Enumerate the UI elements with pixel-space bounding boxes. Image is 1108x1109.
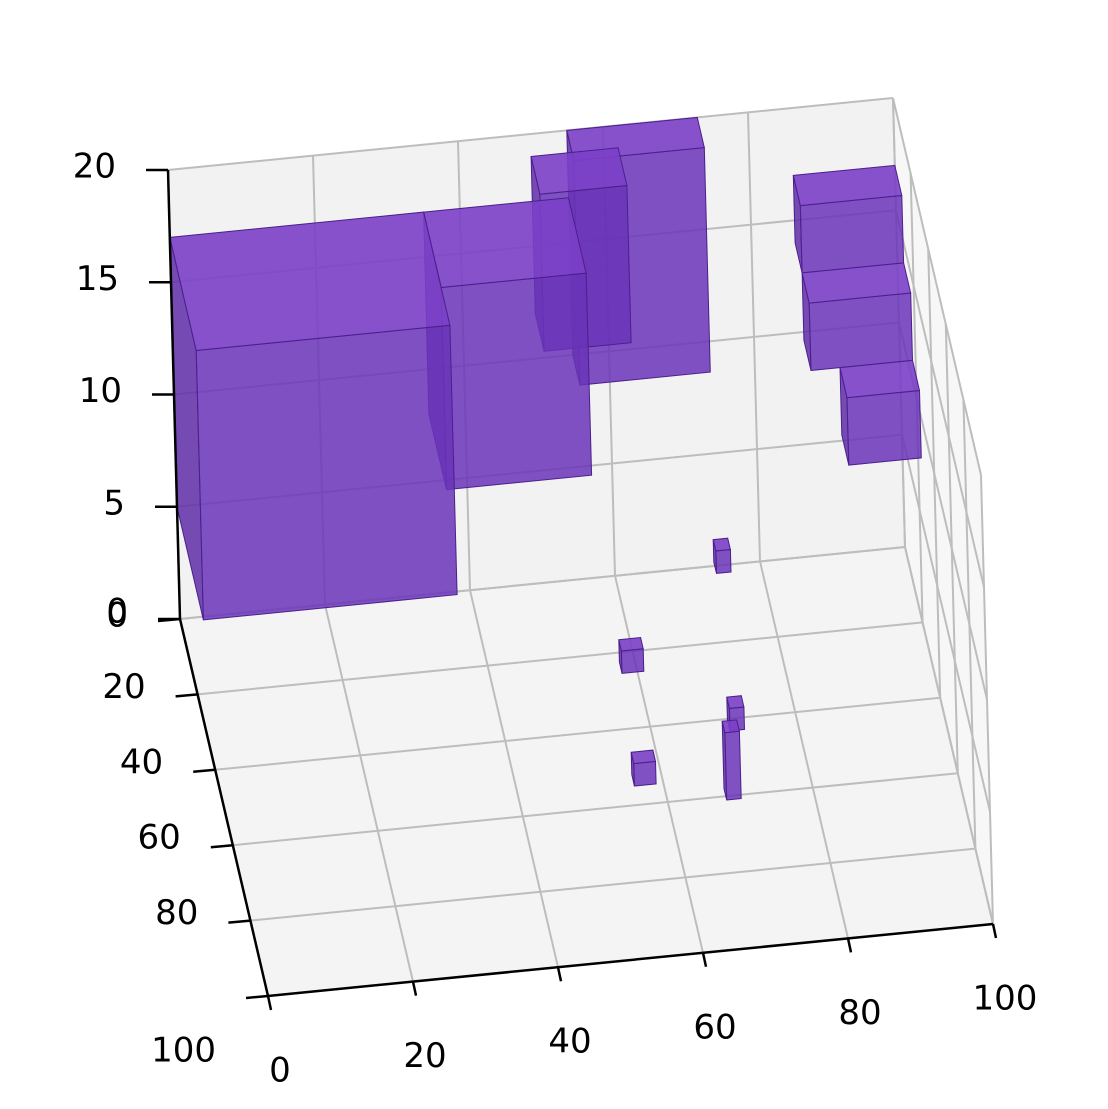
y-tick (245, 994, 269, 1000)
voxel-block (169, 211, 458, 621)
y-tick-label: 80 (155, 893, 198, 933)
x-axis-line (267, 922, 994, 998)
tick-labels: 0 20 40 60 80 100 0 20 40 60 80 100 0 5 10 15 20 (73, 147, 1038, 1091)
grid-line (324, 604, 414, 982)
voxel-block (839, 359, 922, 466)
x-tick (266, 995, 273, 1011)
axes (146, 168, 998, 1011)
grid-line (197, 621, 923, 696)
voxel-face-top (726, 695, 745, 709)
voxel-face-front (440, 272, 593, 491)
x-tick-label: 40 (548, 1022, 591, 1062)
voxel-face-top (530, 147, 628, 195)
voxel-face-top (422, 197, 587, 289)
y-tick-label: 0 (106, 592, 128, 632)
grid-line (469, 589, 559, 968)
grid-line (215, 696, 941, 771)
voxel-face-top (792, 164, 903, 207)
grid-line (895, 210, 985, 588)
floor-pane (180, 547, 993, 996)
y-axis-line (178, 618, 270, 997)
grid-line (250, 847, 976, 922)
z-tick-label: 5 (103, 483, 125, 523)
x-tick (556, 966, 563, 982)
y-tick (193, 768, 216, 774)
voxel-face-top (839, 359, 921, 399)
grid-line (904, 546, 994, 925)
voxel-face-front (846, 389, 922, 466)
grid-line (901, 434, 991, 812)
voxel-face-front (195, 324, 458, 621)
z-tick-label: 15 (76, 259, 119, 299)
voxel-face-front (724, 730, 742, 801)
voxel-face-top (721, 719, 741, 734)
voxel-block (712, 537, 732, 574)
z-tick-label: 20 (73, 147, 116, 187)
voxel-block (618, 636, 645, 674)
voxel-face-top (630, 749, 657, 765)
z-tick-label: 10 (79, 371, 122, 411)
y-tick (228, 919, 251, 924)
voxel-face-front (808, 292, 914, 372)
x-tick (991, 923, 998, 939)
voxel-face-front (799, 194, 905, 274)
x-tick-label: 0 (269, 1051, 291, 1091)
x-tick-label: 100 (973, 979, 1038, 1019)
grid-line (232, 772, 958, 847)
x-tick-label: 80 (838, 993, 881, 1033)
voxel-face-top (618, 636, 644, 652)
voxel-block (721, 719, 742, 801)
voxel-face-front (633, 760, 657, 787)
voxel-face-top (712, 537, 732, 552)
voxel-block (630, 749, 657, 787)
voxel-face-front (715, 548, 732, 574)
voxel-block (801, 262, 914, 372)
y-tick-label: 60 (138, 818, 181, 858)
x-tick (701, 952, 708, 968)
voxel-face-top (169, 211, 451, 352)
y-tick (210, 843, 233, 849)
x-tick (411, 981, 418, 996)
z-tick-label: 0 (106, 596, 128, 636)
x-tick-label: 20 (403, 1036, 446, 1076)
grid-line (167, 97, 894, 171)
x-tick-label: 60 (693, 1007, 736, 1047)
x-tick (846, 938, 853, 953)
grid-line (892, 97, 982, 476)
voxel-face-front (620, 648, 645, 674)
voxel-face-top (801, 262, 912, 304)
y-tick-label: 40 (120, 742, 163, 782)
y-tick (175, 693, 198, 698)
grid-line (759, 561, 849, 939)
voxel-block (792, 164, 905, 274)
voxel-blocks (169, 116, 922, 801)
y-tick-label: 100 (151, 1031, 216, 1071)
y-tick-label: 20 (102, 667, 145, 707)
